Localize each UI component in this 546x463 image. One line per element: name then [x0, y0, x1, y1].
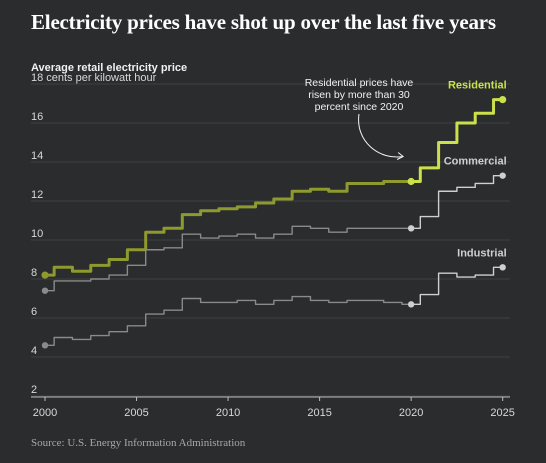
commercial-line-pre2020: [45, 225, 412, 292]
annotation-line-1: risen by more than 30: [308, 89, 410, 101]
x-tick-label-2025: 2025: [490, 407, 514, 419]
commercial-point-end: [499, 172, 506, 179]
source-note: Source: U.S. Energy Information Administ…: [31, 437, 246, 449]
x-tick-label-2005: 2005: [124, 407, 148, 419]
series-lines: Residential Commercial Industrial: [41, 80, 507, 349]
y-tick-label-8: 8: [31, 267, 37, 279]
y-tick-label-14: 14: [31, 150, 43, 162]
x-tick-label-2000: 2000: [33, 407, 57, 419]
x-tick-label-2015: 2015: [307, 407, 331, 419]
y-tick-label-4: 4: [31, 345, 37, 357]
industrial-point-start: [41, 342, 49, 349]
annotation-arrowhead: [396, 152, 405, 160]
residential-line-pre2020: [45, 180, 412, 277]
residential-point-end: [499, 96, 507, 104]
y-tick-label-10: 10: [31, 228, 43, 240]
chart-subtitle: Average retail electricity price: [31, 62, 188, 74]
residential-point-start: [41, 271, 49, 279]
commercial-point-2020: [407, 225, 415, 232]
y-tick-label-12: 12: [31, 189, 43, 201]
y-tick-label-16: 16: [31, 111, 43, 123]
industrial-series-label: Industrial: [457, 247, 507, 259]
residential-point-2020: [407, 177, 415, 186]
industrial-point-2020: [407, 301, 415, 308]
chart-title: Electricity prices have shot up over the…: [31, 10, 496, 34]
y-axis-ticks: 2 4 6 8 10 12 14 16 18 cents per kilowatt hour: [31, 72, 157, 396]
commercial-series-label: Commercial: [444, 156, 507, 168]
industrial-point-end: [499, 264, 506, 271]
industrial-line-pre2020: [45, 295, 412, 346]
y-tick-label-6: 6: [31, 306, 37, 318]
x-tick-label-2010: 2010: [216, 407, 240, 419]
commercial-line-post2020: [411, 174, 503, 229]
gridlines: [31, 83, 510, 397]
y-tick-label-2: 2: [31, 384, 37, 396]
residential-line-post2020: [411, 98, 503, 183]
annotation-arrow-line: [358, 113, 404, 158]
commercial-point-start: [41, 287, 49, 294]
industrial-line-post2020: [411, 266, 503, 306]
residential-series-label: Residential: [448, 80, 507, 92]
y-unit-label: cents per kilowatt hour: [46, 72, 156, 84]
annotation-line-0: Residential prices have: [305, 77, 414, 89]
x-tick-label-2020: 2020: [399, 407, 423, 419]
x-axis: 2000 2005 2010 2015 2020 2025: [31, 396, 515, 419]
annotation-line-2: percent since 2020: [315, 101, 404, 113]
y-tick-label-18: 18 cents per kilowatt hour: [31, 72, 157, 84]
